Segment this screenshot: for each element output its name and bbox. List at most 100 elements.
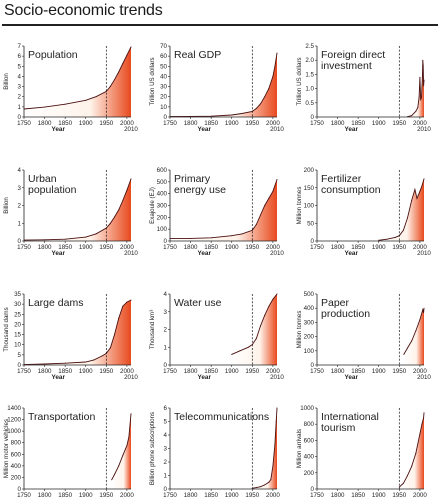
y-tick-label: 3 bbox=[164, 446, 168, 453]
y-tick-label: 6 bbox=[18, 53, 22, 60]
data-point bbox=[239, 350, 241, 352]
y-axis-label: Thousand km³ bbox=[149, 310, 156, 350]
data-point bbox=[264, 205, 266, 206]
data-point bbox=[420, 99, 422, 101]
series-area bbox=[24, 47, 131, 117]
data-point bbox=[268, 197, 270, 199]
x-tick-label: 2000 bbox=[413, 244, 427, 251]
data-point bbox=[210, 115, 212, 117]
data-point bbox=[378, 239, 380, 241]
chart-title: Foreign direct bbox=[321, 49, 385, 61]
x-tick-label: 1800 bbox=[38, 244, 52, 251]
y-tick-label: 100 bbox=[304, 203, 315, 210]
x-axis-label: Year bbox=[51, 374, 65, 381]
chart-title: production bbox=[321, 308, 370, 320]
data-point bbox=[114, 474, 115, 475]
x-tick-label: 1750 bbox=[310, 368, 324, 375]
y-tick-label: 500 bbox=[157, 179, 168, 186]
series-area bbox=[378, 178, 424, 241]
x-tick-label: 1950 bbox=[99, 368, 113, 375]
data-point bbox=[241, 233, 243, 235]
y-tick-label: 400 bbox=[11, 463, 22, 470]
x-tick-label: 1850 bbox=[58, 120, 72, 127]
series-area bbox=[399, 412, 424, 489]
x-tick-label: 1950 bbox=[245, 492, 259, 497]
y-tick-label: 3 bbox=[164, 309, 168, 316]
y-tick-label: 1.5 bbox=[305, 71, 314, 78]
x-tick-label: 1750 bbox=[17, 120, 31, 127]
data-point bbox=[130, 299, 132, 301]
x-tick-label: 1850 bbox=[204, 244, 218, 251]
x-tick-label: 1900 bbox=[79, 244, 93, 251]
data-point bbox=[231, 353, 233, 355]
chart-title: Urban bbox=[28, 173, 57, 185]
page-title: Socio-economic trends bbox=[4, 2, 163, 19]
x-tick-label: 2000 bbox=[413, 368, 427, 375]
data-point bbox=[44, 106, 46, 108]
chart-title: population bbox=[28, 184, 77, 196]
x-tick-label: 1800 bbox=[184, 244, 198, 251]
y-tick-label: 35 bbox=[14, 291, 21, 298]
x-tick-label: 1750 bbox=[310, 492, 324, 497]
x-tick-label: 1750 bbox=[163, 244, 177, 251]
data-point bbox=[85, 236, 87, 238]
y-tick-label: 400 bbox=[304, 305, 315, 312]
y-tick-label: 4 bbox=[164, 432, 168, 439]
data-point bbox=[251, 229, 253, 231]
y-tick-label: 0 bbox=[311, 238, 315, 245]
y-tick-label: 10 bbox=[160, 104, 167, 111]
data-point bbox=[109, 347, 111, 349]
data-point bbox=[85, 99, 87, 101]
x-tick-label: 2000 bbox=[413, 492, 427, 497]
y-tick-label: 1200 bbox=[7, 417, 21, 424]
data-point bbox=[423, 417, 425, 419]
y-tick-label: 4 bbox=[18, 167, 22, 174]
x-tick-label: 1950 bbox=[99, 120, 113, 127]
data-point bbox=[118, 209, 120, 211]
x-tick-label: 1800 bbox=[331, 120, 345, 127]
data-point bbox=[122, 454, 124, 456]
x-tick-label: 1950 bbox=[245, 120, 259, 127]
series-line bbox=[252, 407, 278, 489]
data-point bbox=[247, 346, 249, 348]
data-point bbox=[231, 235, 233, 237]
x-tick-label: 1850 bbox=[351, 120, 365, 127]
data-point bbox=[422, 59, 424, 61]
x-tick-label: 1750 bbox=[163, 120, 177, 127]
x-tick-label: 1950 bbox=[392, 492, 406, 497]
data-point bbox=[272, 298, 274, 300]
series-area bbox=[24, 178, 131, 241]
x-tick-label: 1850 bbox=[351, 368, 365, 375]
x-tick-label: 1750 bbox=[163, 368, 177, 375]
chart-title: energy use bbox=[174, 184, 226, 196]
series-area bbox=[170, 53, 277, 117]
data-point bbox=[64, 103, 66, 105]
data-point bbox=[128, 436, 130, 438]
y-tick-label: 2 bbox=[164, 327, 168, 334]
title-divider bbox=[2, 24, 438, 26]
y-axis-label: Trillion US dollars bbox=[296, 57, 303, 105]
y-tick-label: 0 bbox=[311, 486, 315, 493]
x-axis-label: Year bbox=[344, 374, 358, 381]
y-tick-label: 100 bbox=[157, 226, 168, 233]
data-point bbox=[231, 114, 233, 116]
y-tick-label: 0 bbox=[311, 114, 315, 121]
y-tick-label: 4 bbox=[164, 291, 168, 298]
data-point bbox=[419, 319, 421, 321]
y-axis-label: Billion bbox=[3, 197, 10, 214]
x-axis-label: Year bbox=[344, 126, 358, 133]
data-point bbox=[260, 103, 261, 105]
y-tick-label: 2 bbox=[18, 203, 22, 210]
chart-title: Fertilizer bbox=[321, 173, 362, 185]
data-point bbox=[264, 96, 266, 98]
data-point bbox=[109, 222, 111, 224]
data-point bbox=[416, 197, 418, 199]
data-point bbox=[272, 190, 274, 192]
data-point bbox=[411, 340, 413, 342]
y-tick-label: 60 bbox=[160, 53, 167, 60]
x-tick-label: 2010 bbox=[417, 250, 431, 257]
data-point bbox=[419, 433, 421, 435]
x-axis-label: Year bbox=[197, 126, 211, 133]
data-point bbox=[114, 79, 115, 81]
